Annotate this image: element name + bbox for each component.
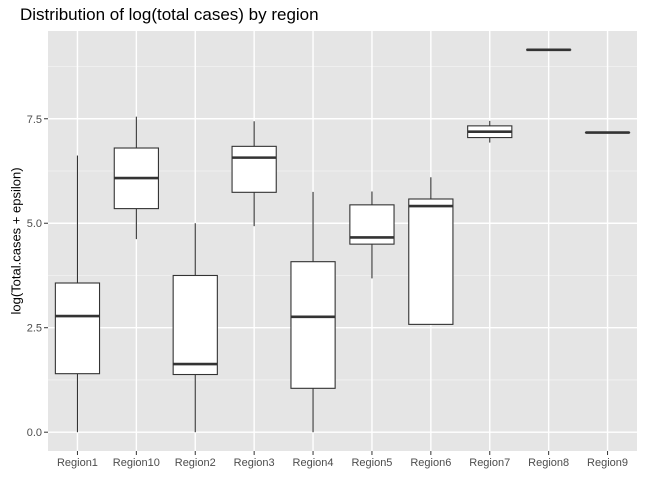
box-region5 bbox=[349, 191, 395, 279]
x-tick-label: Region9 bbox=[587, 457, 628, 469]
x-tick-label: Region4 bbox=[293, 457, 334, 469]
box-region1 bbox=[54, 155, 101, 433]
box-body bbox=[408, 198, 454, 325]
box-region4 bbox=[290, 191, 336, 433]
chart-title: Distribution of log(total cases) by regi… bbox=[20, 5, 319, 24]
y-tick-label: 0.0 bbox=[27, 427, 42, 439]
x-tick-label: Region6 bbox=[410, 457, 451, 469]
box-region7 bbox=[467, 120, 513, 143]
box-region10 bbox=[113, 116, 159, 240]
box-body bbox=[172, 274, 218, 376]
box-region3 bbox=[231, 121, 277, 227]
boxes-layer bbox=[54, 48, 631, 433]
box-region2 bbox=[172, 223, 218, 433]
box-body bbox=[54, 282, 101, 375]
plot-panel bbox=[48, 31, 637, 451]
y-axis-label: log(Total.cases + epsilon) bbox=[8, 167, 23, 314]
box-region6 bbox=[408, 177, 454, 325]
box-body bbox=[290, 261, 336, 389]
y-axis: 0.0 2.5 5.0 7.5 bbox=[27, 114, 48, 439]
x-tick-label: Region2 bbox=[175, 457, 216, 469]
x-tick-label: Region7 bbox=[469, 457, 510, 469]
box-body bbox=[231, 145, 277, 193]
y-tick-label: 7.5 bbox=[27, 114, 42, 126]
x-tick-label: Region1 bbox=[57, 457, 98, 469]
y-tick-label: 5.0 bbox=[27, 218, 42, 230]
x-tick-label: Region10 bbox=[113, 457, 160, 469]
x-tick-label: Region8 bbox=[528, 457, 569, 469]
x-tick-label: Region5 bbox=[351, 457, 392, 469]
y-tick-label: 2.5 bbox=[27, 323, 42, 335]
x-tick-label: Region3 bbox=[234, 457, 275, 469]
x-axis: Region1 Region10 Region2 Region3 Region4 Regi… bbox=[57, 451, 628, 469]
